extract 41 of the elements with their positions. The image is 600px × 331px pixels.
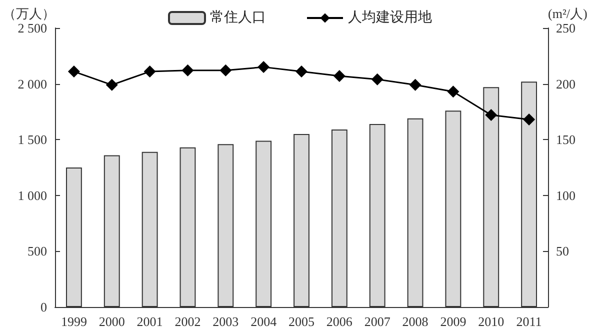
x-tick-label: 2010 bbox=[478, 314, 504, 329]
x-tick-label: 2001 bbox=[136, 314, 163, 329]
x-tick-label: 2008 bbox=[402, 314, 428, 329]
point bbox=[258, 61, 270, 74]
point bbox=[333, 70, 346, 82]
point bbox=[296, 66, 308, 78]
y-tick-label: 500 bbox=[28, 244, 47, 259]
point bbox=[182, 64, 194, 76]
x-tick-label: 2002 bbox=[174, 314, 201, 329]
y2-tick-label: 50 bbox=[556, 244, 569, 259]
point bbox=[447, 86, 460, 98]
x-tick-label: 2007 bbox=[364, 314, 391, 329]
x-tick-label: 2004 bbox=[250, 314, 278, 329]
x-tick-label: 2003 bbox=[212, 314, 239, 329]
point bbox=[220, 64, 232, 76]
y-tick-label: 1 500 bbox=[18, 132, 47, 148]
x-tick-label: 2009 bbox=[440, 314, 466, 329]
x-tick-label: 2006 bbox=[326, 314, 353, 329]
y-tick-label: 2 000 bbox=[18, 76, 47, 92]
y2-tick-label: 250 bbox=[556, 20, 576, 36]
point bbox=[485, 109, 498, 122]
legend-label: 人均建设用地 bbox=[348, 10, 432, 26]
x-tick-label: 1999 bbox=[60, 314, 87, 329]
y-tick-label: 2 500 bbox=[18, 20, 47, 36]
y-tick-label: 0 bbox=[40, 300, 47, 314]
x-tick-label: 2000 bbox=[98, 314, 125, 329]
y2-tick-label: 100 bbox=[556, 188, 576, 203]
y2-tick-label: 200 bbox=[556, 76, 576, 92]
point bbox=[523, 114, 536, 126]
legend-label: 常住人口 bbox=[210, 10, 266, 26]
point bbox=[106, 78, 118, 91]
y-tick-label: 1 000 bbox=[18, 188, 47, 203]
point bbox=[409, 78, 422, 91]
point bbox=[144, 66, 156, 78]
point bbox=[68, 66, 80, 78]
y2-axis-title: (m²/人) bbox=[548, 6, 588, 21]
y-axis-title: （万人） bbox=[3, 6, 55, 21]
y2-tick-label: 150 bbox=[556, 132, 576, 148]
x-tick-label: 2011 bbox=[516, 314, 542, 329]
point bbox=[371, 73, 384, 86]
x-tick-label: 2005 bbox=[288, 314, 314, 329]
